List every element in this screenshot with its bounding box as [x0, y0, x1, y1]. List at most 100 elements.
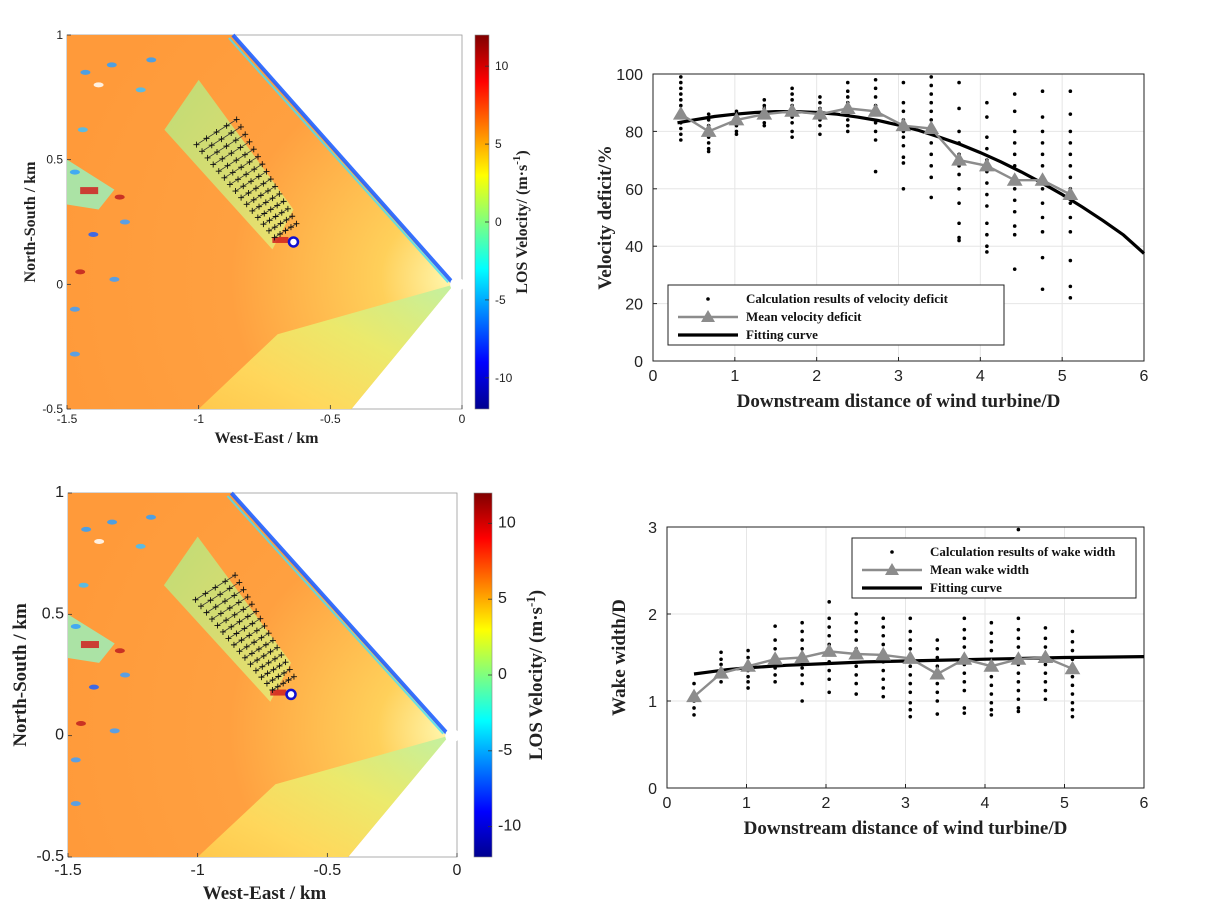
- data-point: [957, 172, 961, 177]
- data-point: [773, 647, 777, 651]
- grid-cross: [226, 585, 233, 592]
- data-point: [1043, 662, 1048, 667]
- grid-cross: [285, 676, 292, 683]
- data-point: [1040, 89, 1045, 94]
- data-point: [679, 86, 683, 91]
- data-point: [985, 181, 989, 185]
- data-point: [962, 636, 967, 641]
- data-point: [1012, 152, 1017, 157]
- data-point: [1040, 215, 1045, 220]
- grid-cross: [223, 122, 230, 129]
- turbine-shadow: [270, 689, 287, 696]
- x-tick-label: -0.5: [314, 862, 342, 879]
- grid-cross: [214, 149, 221, 156]
- grid-cross: [204, 154, 211, 161]
- mean-marker: [1064, 660, 1081, 675]
- data-point: [873, 77, 878, 82]
- grid-cross: [219, 155, 226, 162]
- turbine-shadow: [80, 187, 99, 195]
- data-point: [1040, 152, 1045, 157]
- noise-blob: [70, 757, 81, 763]
- data-point: [854, 629, 859, 634]
- data-point: [746, 680, 750, 684]
- mean-marker: [1062, 186, 1079, 201]
- grid-cross: [226, 181, 233, 188]
- colorbar-label-exponent: -1: [523, 596, 538, 607]
- data-point: [989, 707, 994, 712]
- data-point: [962, 627, 967, 632]
- data-point: [845, 95, 850, 99]
- data-point: [985, 244, 989, 248]
- data-point: [1070, 674, 1075, 679]
- mean-marker: [956, 651, 973, 665]
- data-point: [773, 680, 777, 684]
- y-tick-label: 0: [56, 277, 63, 291]
- grid-cross: [271, 655, 278, 662]
- grid-cross: [249, 620, 256, 627]
- data-point: [901, 100, 906, 105]
- data-point: [1040, 201, 1045, 205]
- data-point: [1070, 714, 1075, 719]
- grid-cross: [275, 673, 282, 680]
- grid-cross: [236, 648, 243, 655]
- data-point: [935, 681, 940, 686]
- grid-cross: [251, 639, 258, 646]
- grid-cross: [213, 129, 220, 136]
- data-point: [989, 674, 994, 679]
- data-point: [881, 616, 886, 621]
- mean-marker: [951, 152, 967, 166]
- x-tick-label: 5: [1060, 795, 1069, 812]
- data-point: [908, 629, 913, 634]
- grid-cross: [217, 610, 224, 617]
- grid-cross: [212, 603, 219, 610]
- data-point: [827, 600, 831, 604]
- mean-marker: [767, 651, 783, 665]
- noise-blob: [135, 543, 146, 549]
- grid-cross: [272, 183, 279, 190]
- data-point: [935, 638, 940, 642]
- grid-cross: [246, 158, 253, 165]
- data-point: [929, 92, 934, 96]
- grid-cross: [277, 230, 284, 237]
- grid-cross: [258, 674, 265, 681]
- grid-cross: [221, 598, 228, 605]
- x-tick-label: 4: [981, 795, 990, 812]
- grid-cross: [228, 623, 235, 630]
- low-speed-region: [197, 735, 450, 857]
- x-tick-label: 3: [901, 795, 910, 812]
- legend-swatch-points: [890, 550, 894, 554]
- data-point: [881, 642, 886, 647]
- grid-cross: [276, 662, 283, 669]
- grid-cross: [212, 584, 219, 591]
- data-point: [1043, 626, 1048, 630]
- data-point: [734, 129, 739, 134]
- grid-cross: [261, 622, 268, 629]
- grid-cross: [266, 217, 273, 224]
- data-point: [845, 118, 850, 122]
- noise-blob: [70, 801, 81, 807]
- mean-marker: [821, 643, 838, 657]
- data-point: [873, 169, 878, 174]
- data-point: [746, 674, 750, 679]
- wake-width-chart: 0 1 2 3 4 5 6 0 1 2 3 Downstream distance of wind t…: [609, 520, 1149, 839]
- data-point: [1016, 680, 1021, 684]
- noise-blob: [69, 306, 80, 312]
- data-point: [800, 681, 804, 686]
- data-point: [692, 706, 696, 710]
- grid-cross: [260, 652, 267, 659]
- noise-blob: [70, 623, 81, 629]
- colorbar-tick-label: 5: [498, 590, 507, 607]
- data-point: [908, 700, 913, 705]
- x-tick-label: 2: [812, 368, 821, 385]
- data-point: [957, 187, 961, 191]
- grid-cross: [270, 666, 277, 673]
- noise-blob: [146, 57, 157, 63]
- data-point: [1012, 209, 1017, 214]
- data-point: [929, 141, 934, 145]
- data-point: [873, 86, 878, 91]
- grid-cross: [262, 641, 269, 648]
- grid-cross: [245, 190, 252, 197]
- noise-blob: [135, 87, 146, 93]
- data-point: [901, 155, 906, 160]
- data-point: [679, 138, 683, 142]
